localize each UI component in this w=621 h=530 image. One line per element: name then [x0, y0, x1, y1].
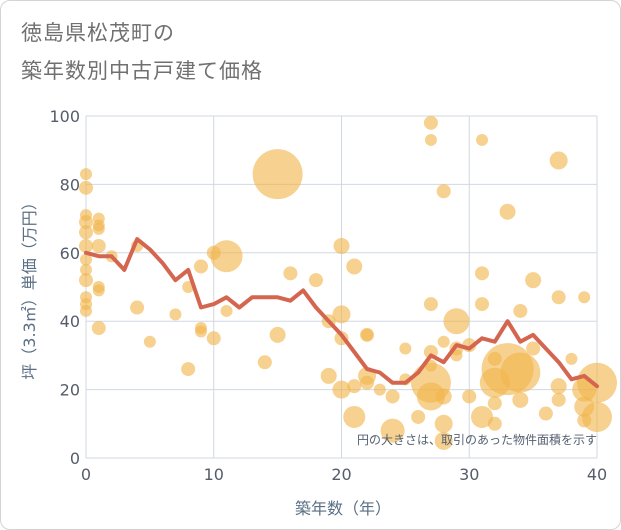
bubble-point-63 [416, 382, 445, 411]
x-tick-label-30: 30 [459, 465, 479, 484]
bubble-point-100 [582, 401, 612, 432]
bubble-point-7 [80, 263, 92, 276]
chart-title-line2: 築年数別中古戸建て価格 [21, 59, 263, 83]
bubble-point-43 [332, 380, 351, 399]
chart-title-line1: 徳島県松茂町の [21, 21, 175, 45]
bubble-point-58 [424, 133, 437, 146]
bubble-point-14 [92, 222, 105, 235]
bubble-point-48 [361, 328, 374, 341]
y-tick-label-80: 80 [60, 175, 80, 194]
bubble-point-85 [500, 352, 541, 393]
bubble-point-17 [92, 284, 105, 297]
y-tick-label-20: 20 [60, 381, 80, 400]
bubble-point-66 [435, 388, 452, 405]
bubble-point-80 [487, 396, 502, 411]
bubble-point-90 [549, 151, 568, 170]
axis-ticks: 0 20 40 60 80 100 0 10 20 30 40 [49, 107, 607, 484]
bubble-point-82 [499, 203, 516, 220]
bubble-point-34 [252, 149, 303, 200]
bubble-point-69 [443, 308, 470, 335]
bubble-point-92 [550, 378, 567, 395]
bubble-point-94 [565, 352, 578, 365]
average-price-line [84, 237, 599, 389]
bubble-point-45 [347, 379, 362, 394]
bubble-point-91 [551, 290, 566, 305]
bubble-point-21 [130, 300, 145, 315]
bubble-point-15 [91, 238, 106, 253]
average-line-series [84, 237, 599, 389]
bubble-point-53 [380, 418, 405, 443]
bubble-point-44 [346, 258, 363, 275]
bubble-point-36 [283, 266, 298, 281]
bubble-point-1 [79, 180, 93, 195]
y-tick-label-60: 60 [60, 244, 80, 263]
bubble-point-86 [512, 391, 529, 408]
bubble-point-84 [513, 303, 528, 318]
bubble-point-46 [343, 405, 366, 428]
bubble-point-26 [193, 259, 208, 274]
bubble-point-99 [577, 362, 617, 403]
x-tick-label-10: 10 [204, 465, 224, 484]
bubble-point-37 [308, 273, 323, 288]
bubble-point-57 [423, 115, 438, 130]
x-tick-label-0: 0 [81, 465, 91, 484]
bubble-point-4 [79, 225, 93, 240]
bubble-point-87 [525, 272, 542, 289]
x-axis-title: 築年数（年） [295, 499, 391, 518]
y-tick-label-40: 40 [60, 312, 80, 331]
bubble-point-18 [91, 321, 106, 336]
bubble-point-30 [206, 331, 221, 346]
bubble-point-11 [80, 304, 92, 317]
y-axis-title: 坪（3.3㎡）単価（万円） [20, 194, 39, 379]
bubble-point-68 [434, 431, 453, 450]
bubble-point-81 [487, 416, 502, 431]
bubble-point-25 [181, 362, 196, 377]
bubble-point-28 [194, 325, 207, 338]
bubble-point-74 [476, 133, 489, 146]
bubble-point-65 [437, 335, 450, 348]
bubble-series [79, 115, 617, 450]
x-tick-label-20: 20 [331, 465, 351, 484]
x-tick-label-40: 40 [587, 465, 607, 484]
bubble-point-6 [80, 253, 92, 266]
bubble-point-23 [169, 308, 182, 321]
bubble-point-50 [360, 375, 375, 390]
bubble-point-40 [333, 237, 350, 254]
bubble-point-55 [399, 342, 412, 355]
bubble-point-0 [80, 168, 92, 181]
bubble-point-88 [526, 341, 541, 356]
bubble-point-52 [385, 389, 400, 404]
bubble-point-33 [257, 355, 272, 370]
bubble-point-67 [434, 414, 453, 433]
bubble-point-3 [79, 215, 93, 230]
bubble-point-5 [79, 238, 93, 253]
bubble-point-32 [220, 304, 233, 317]
bubble-point-75 [475, 266, 490, 281]
bubble-point-51 [373, 383, 386, 396]
bubble-point-95 [578, 291, 591, 304]
bubble-point-56 [411, 409, 426, 424]
bubble-point-93 [551, 392, 566, 407]
bubble-point-77 [471, 405, 494, 428]
bubble-point-89 [538, 406, 553, 421]
bubble-point-22 [143, 335, 156, 348]
bubble-point-39 [320, 367, 337, 384]
y-tick-label-100: 100 [49, 107, 80, 126]
bubble-point-31 [210, 240, 243, 273]
bubble-point-8 [79, 273, 93, 288]
bubble-size-note: 円の大きさは、取引のあった物件面積を示す [357, 432, 597, 447]
bubble-point-41 [332, 305, 351, 324]
bubble-point-59 [423, 297, 438, 312]
y-tick-label-0: 0 [70, 449, 80, 468]
bubble-point-73 [462, 389, 477, 404]
bubble-point-64 [436, 184, 451, 199]
bubble-point-76 [475, 297, 490, 312]
bubble-point-35 [269, 326, 286, 343]
